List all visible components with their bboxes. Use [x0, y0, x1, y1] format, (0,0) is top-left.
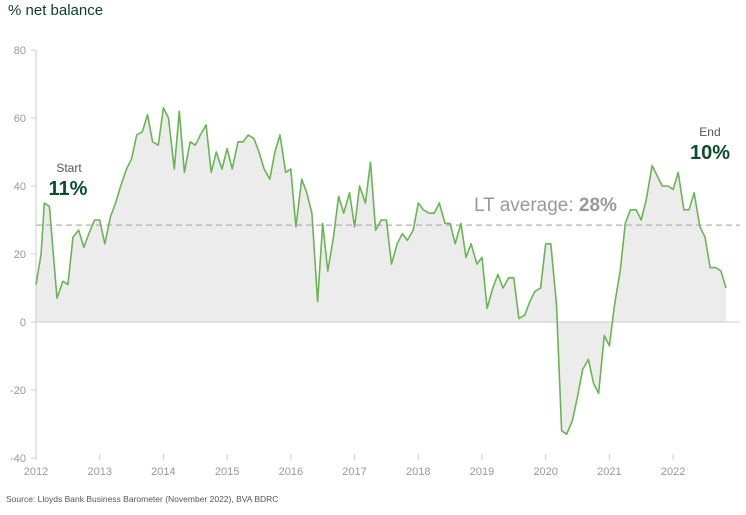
average-label: LT average: 28% — [474, 195, 617, 216]
y-axis-label: % net balance — [8, 2, 104, 19]
y-tick-label: 40 — [14, 181, 26, 193]
start-annotation-label: Start — [56, 161, 82, 175]
average-label-text: LT average: — [474, 195, 574, 216]
x-tick-label: 2013 — [87, 466, 111, 478]
x-tick-label: 2012 — [24, 466, 48, 478]
series-line — [35, 107, 727, 435]
area-fill — [36, 107, 726, 435]
x-tick-label: 2016 — [279, 466, 303, 478]
x-tick-label: 2018 — [406, 466, 430, 478]
x-tick-label: 2017 — [342, 466, 366, 478]
x-tick-label: 2015 — [215, 466, 239, 478]
y-tick-label: 80 — [14, 45, 26, 57]
line-layer — [35, 107, 727, 435]
annotation-layer: Start 11% End 10% LT average: 28% — [49, 125, 731, 216]
y-tick-label: 60 — [14, 113, 26, 125]
end-annotation-label: End — [699, 125, 720, 139]
y-tick-label: 20 — [14, 249, 26, 261]
average-value: 28% — [579, 195, 617, 216]
y-tick-label: 0 — [20, 317, 26, 329]
source-note: Source: Lloyds Bank Business Barometer (… — [6, 494, 279, 504]
start-annotation-value: 11% — [49, 178, 88, 200]
x-tick-label: 2022 — [661, 466, 685, 478]
y-tick-labels: 80 60 40 20 0 -20 -40 — [10, 45, 26, 465]
y-tick-label: -20 — [10, 385, 26, 397]
y-tick-label: -40 — [10, 453, 26, 465]
area-layer — [36, 107, 726, 435]
x-tick-label: 2019 — [470, 466, 494, 478]
end-annotation-value: 10% — [690, 142, 730, 164]
x-tick-label: 2021 — [597, 466, 621, 478]
axis-layer — [31, 49, 740, 460]
x-tick-labels: 2012 2013 2014 2015 2016 2017 2018 2019 2020 2021… — [24, 466, 686, 478]
x-tick-label: 2014 — [151, 466, 175, 478]
x-tick-label: 2020 — [533, 466, 557, 478]
